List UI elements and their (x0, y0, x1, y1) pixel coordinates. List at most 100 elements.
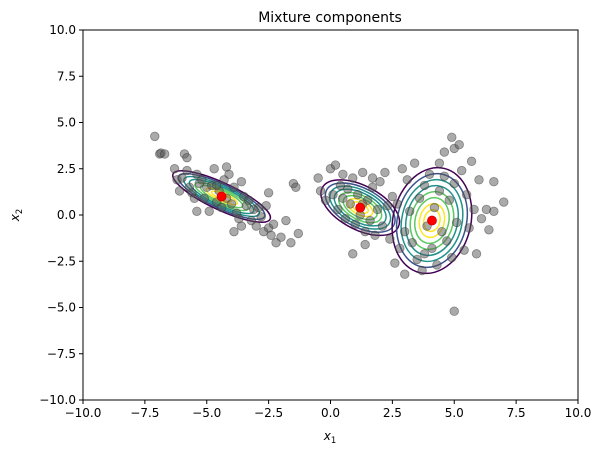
data-point (395, 243, 405, 254)
data-point (357, 167, 368, 178)
data-point (286, 238, 296, 248)
data-point (469, 204, 479, 215)
data-point (360, 226, 370, 237)
data-point (348, 249, 358, 259)
scatter-points (150, 131, 509, 316)
data-point (466, 156, 477, 167)
data-point (367, 173, 378, 183)
data-point (387, 191, 398, 202)
data-point (343, 184, 353, 194)
x-tick-label: 2.5 (383, 406, 402, 420)
data-point (320, 195, 331, 205)
y-tick-label: 5.0 (57, 116, 76, 130)
data-point (236, 221, 247, 231)
data-point (266, 230, 276, 241)
mean-marker (355, 202, 366, 213)
data-point (444, 195, 455, 205)
data-point (150, 131, 160, 142)
data-point (338, 169, 348, 180)
data-point (434, 158, 445, 168)
data-point (434, 186, 445, 196)
y-axis-label-sub: 2 (15, 209, 25, 214)
y-tick-label: −2.5 (47, 254, 76, 268)
x-tick-label: −10.0 (65, 406, 102, 420)
data-point (177, 173, 187, 183)
x-tick-label: 10.0 (565, 406, 592, 420)
data-point (174, 186, 185, 196)
data-point (400, 269, 410, 279)
data-point (330, 160, 341, 170)
contour-line (414, 196, 450, 245)
x-tick-label: 0.0 (321, 406, 340, 420)
y-tick-label: 2.5 (57, 162, 76, 176)
x-tick-label: 5.0 (445, 406, 464, 420)
data-point (335, 180, 346, 191)
data-point (454, 139, 464, 150)
data-point (461, 189, 472, 200)
data-point (216, 202, 227, 213)
data-point (315, 186, 326, 196)
data-point (409, 158, 420, 168)
data-point (390, 258, 400, 268)
data-point (372, 204, 383, 215)
data-point (471, 249, 482, 259)
y-tick-label: 10.0 (49, 23, 76, 37)
data-point (189, 193, 200, 204)
data-point (256, 212, 266, 222)
data-point (328, 189, 338, 200)
data-point (229, 182, 239, 192)
data-point (182, 165, 192, 176)
chart-title: Mixture components (258, 10, 402, 26)
y-axis-ticks: −10.0 −7.5 −5.0 −2.5 0.0 2.5 5.0 7.5 10.0 (39, 23, 83, 407)
data-point (360, 239, 370, 250)
data-point (476, 213, 487, 224)
data-point (459, 245, 469, 255)
data-point (236, 176, 247, 187)
data-point (365, 215, 375, 226)
data-point (449, 306, 459, 316)
x-tick-label: −2.5 (254, 406, 283, 420)
x-tick-label: −7.5 (130, 406, 159, 420)
data-point (197, 175, 207, 185)
data-point (199, 193, 209, 204)
y-tick-label: −5.0 (47, 301, 76, 315)
data-point (400, 226, 410, 237)
data-point (474, 175, 484, 185)
data-point (261, 201, 271, 211)
data-point (182, 152, 192, 163)
data-point (442, 236, 452, 246)
data-point (449, 178, 459, 189)
data-point (375, 176, 385, 187)
data-point (407, 238, 417, 248)
data-point (293, 228, 304, 239)
y-axis-label: x2 (8, 209, 25, 223)
mean-marker (427, 215, 437, 226)
data-point (244, 195, 254, 205)
data-point (419, 180, 430, 191)
data-point (370, 230, 380, 241)
x-axis-label-sub: 1 (331, 436, 336, 446)
data-point (251, 221, 261, 231)
data-point (427, 243, 437, 254)
data-point (397, 164, 407, 174)
data-point (382, 201, 393, 211)
data-point (380, 167, 390, 178)
data-point (221, 162, 232, 172)
x-axis-label: x1 (323, 429, 337, 446)
data-point (439, 171, 450, 181)
x-axis-ticks: −10.0 −7.5 −5.0 −2.5 0.0 2.5 5.0 7.5 10.0 (65, 400, 592, 420)
x-tick-label: −5.0 (192, 406, 221, 420)
data-point (263, 188, 274, 198)
data-point (281, 215, 291, 226)
data-point (192, 206, 202, 217)
data-point (338, 193, 348, 204)
data-point (489, 176, 499, 187)
data-point (345, 199, 356, 209)
data-point (211, 180, 222, 191)
data-point (340, 213, 351, 224)
data-point (437, 226, 447, 237)
data-point (313, 173, 323, 183)
data-point (377, 221, 388, 231)
